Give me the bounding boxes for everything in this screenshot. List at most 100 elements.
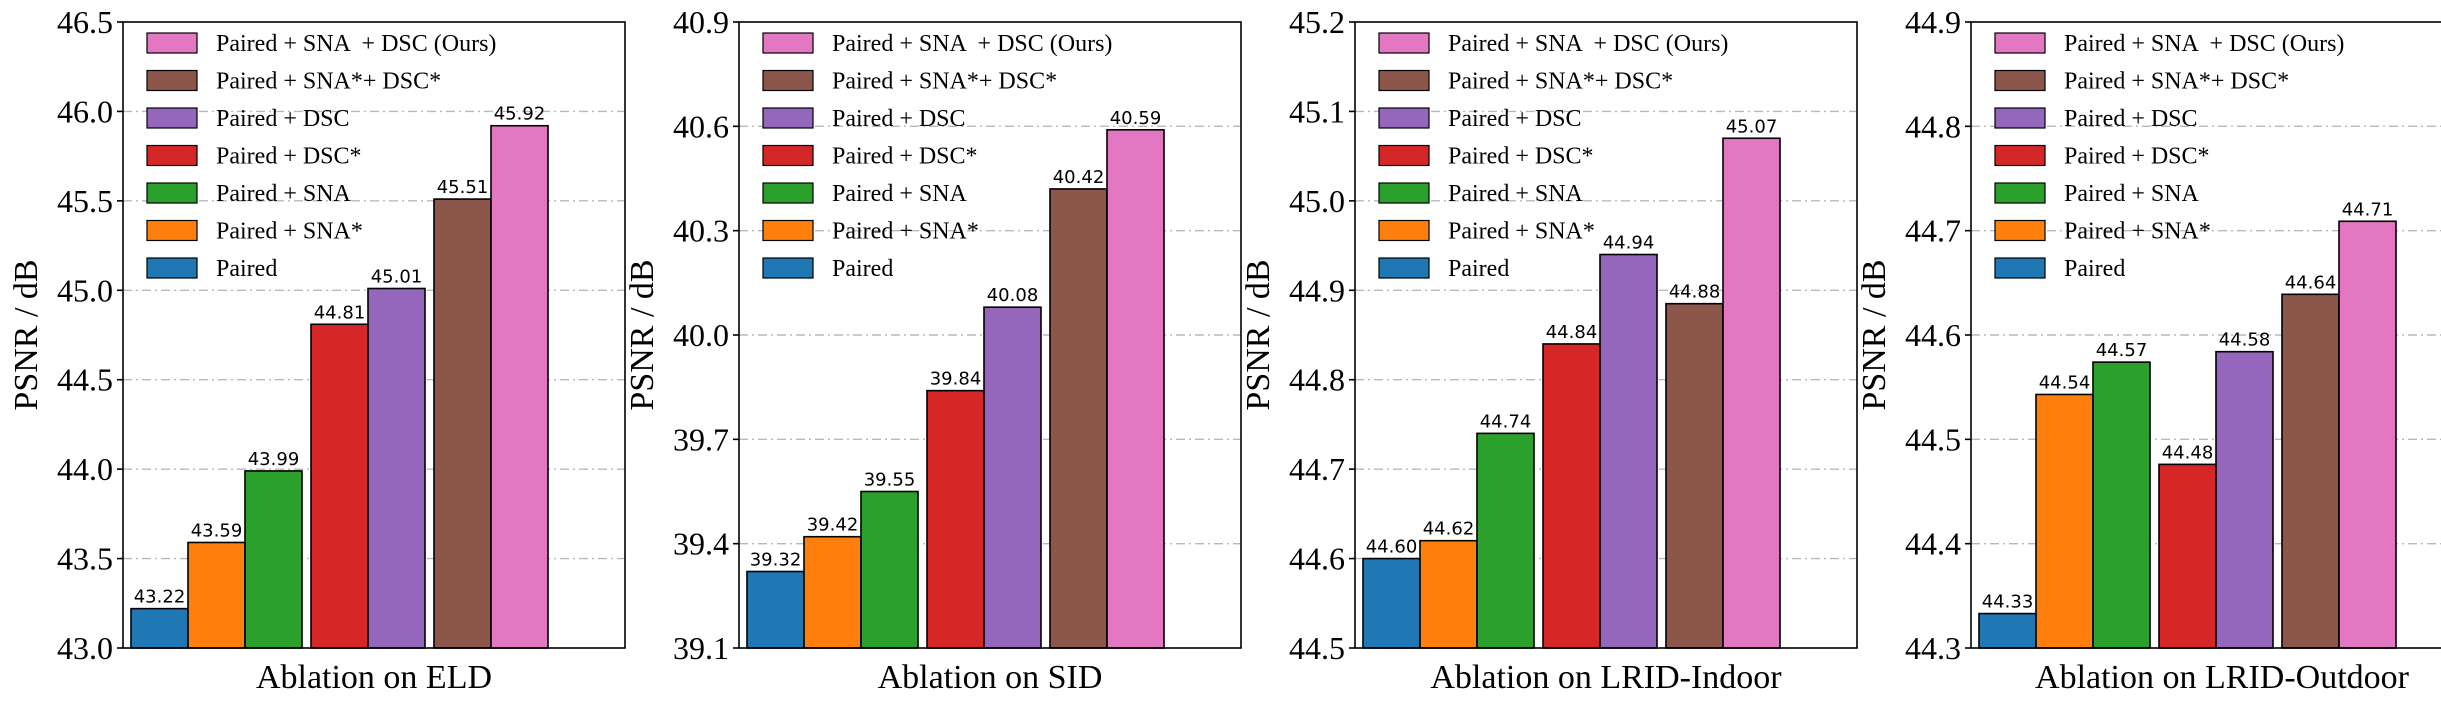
legend-swatch-paired-sna xyxy=(146,219,198,242)
x-axis-label: Ablation on SID xyxy=(878,659,1103,696)
legend-label: Paired + SNA + DSC (Ours) xyxy=(216,31,496,57)
y-tick-label: 44.3 xyxy=(1905,630,1961,666)
y-tick-label: 45.1 xyxy=(1289,93,1345,129)
legend-swatch-paired xyxy=(762,257,814,279)
legend-swatch-paired-dsc xyxy=(1378,107,1430,129)
bar-paired-sna xyxy=(803,535,862,649)
legend: Paired + SNA + DSC (Ours) Paired + SNA*+ … xyxy=(762,31,1112,282)
legend-label: Paired + DSC* xyxy=(832,144,978,170)
y-tick-label: 44.8 xyxy=(1905,108,1961,144)
data-label: 43.22 xyxy=(134,587,186,608)
y-tick-label: 40.3 xyxy=(673,213,729,249)
y-tick-label: 43.0 xyxy=(57,630,113,666)
legend-swatch-paired-sna-dsc xyxy=(1994,69,2046,92)
y-tick-label: 46.5 xyxy=(57,4,113,40)
legend-label: Paired + SNA + DSC (Ours) xyxy=(2064,31,2344,57)
legend-swatch-paired xyxy=(146,257,198,279)
legend-label: Paired + SNA xyxy=(832,181,968,207)
bar-paired-sna xyxy=(244,470,303,649)
legend-label: Paired xyxy=(2064,256,2125,282)
legend-swatch-paired-sna-dsc xyxy=(146,69,198,92)
bar-paired-sna xyxy=(860,490,919,649)
legend-label: Paired + SNA*+ DSC* xyxy=(2064,69,2289,95)
bar-paired-dsc xyxy=(1542,343,1601,649)
legend-label: Paired + SNA* xyxy=(216,219,363,245)
bar-paired-sna-dsc xyxy=(1049,188,1108,649)
data-label: 44.58 xyxy=(2219,330,2271,351)
y-tick-label: 39.7 xyxy=(673,421,729,457)
data-label: 44.71 xyxy=(2342,199,2394,220)
legend: Paired + SNA + DSC (Ours) Paired + SNA*+ … xyxy=(146,31,496,282)
legend-label: Paired + DSC xyxy=(216,106,350,132)
bar-paired-dsc xyxy=(367,287,426,649)
legend-swatch-paired-sna-dsc xyxy=(1378,69,1430,92)
legend-label: Paired + SNA* xyxy=(1448,219,1595,245)
data-label: 45.07 xyxy=(1726,116,1778,137)
data-label: 44.94 xyxy=(1603,233,1655,254)
data-label: 45.01 xyxy=(371,266,423,287)
legend-swatch-paired xyxy=(1994,257,2046,279)
bar-paired-dsc xyxy=(926,389,985,649)
legend-label: Paired + DSC xyxy=(832,106,966,132)
y-tick-label: 45.2 xyxy=(1289,4,1345,40)
data-label: 40.42 xyxy=(1053,167,1105,188)
legend-swatch-paired-dsc xyxy=(762,144,814,167)
bar-paired-dsc xyxy=(2215,350,2274,649)
legend-swatch-paired-sna xyxy=(1378,182,1430,204)
legend-swatch-paired-sna xyxy=(1378,219,1430,242)
y-axis-label: PSNR / dB xyxy=(1856,259,1893,410)
legend-label: Paired + SNA + DSC (Ours) xyxy=(1448,31,1728,57)
y-axis-label: PSNR / dB xyxy=(8,259,45,410)
legend-label: Paired + SNA xyxy=(216,181,352,207)
x-axis-label: Ablation on LRID-Outdoor xyxy=(2035,659,2410,696)
axes-frame xyxy=(1354,21,1858,649)
legend-label: Paired + SNA + DSC (Ours) xyxy=(832,31,1112,57)
axes-frame xyxy=(122,21,626,649)
data-label: 44.60 xyxy=(1366,537,1418,558)
data-label: 40.08 xyxy=(987,285,1039,306)
legend-swatch-paired-sna xyxy=(146,182,198,204)
bar-paired xyxy=(1978,612,2037,649)
data-label: 44.88 xyxy=(1669,282,1721,303)
legend-label: Paired + SNA* xyxy=(832,219,979,245)
y-tick-label: 44.9 xyxy=(1289,272,1345,308)
y-tick-label: 44.6 xyxy=(1289,541,1345,577)
legend-swatch-paired-dsc xyxy=(1994,107,2046,129)
legend-label: Paired + SNA xyxy=(2064,181,2200,207)
y-axis-label: PSNR / dB xyxy=(624,259,661,410)
y-tick-label: 40.6 xyxy=(673,108,729,144)
bar-paired-sna-dsc xyxy=(2281,293,2340,649)
y-tick-label: 43.5 xyxy=(57,541,113,577)
y-tick-label: 45.5 xyxy=(57,183,113,219)
x-axis-label: Ablation on LRID-Indoor xyxy=(1430,659,1782,696)
bar-paired xyxy=(746,570,805,649)
legend-swatch-paired-dsc xyxy=(146,107,198,129)
y-tick-label: 40.9 xyxy=(673,4,729,40)
legend: Paired + SNA + DSC (Ours) Paired + SNA*+ … xyxy=(1378,31,1728,282)
data-label: 45.92 xyxy=(494,104,546,125)
data-label: 44.33 xyxy=(1982,592,2034,613)
y-tick-label: 44.9 xyxy=(1905,4,1961,40)
legend-swatch-paired-dsc xyxy=(762,107,814,129)
legend-label: Paired + SNA*+ DSC* xyxy=(1448,69,1673,95)
y-tick-label: 44.5 xyxy=(1289,630,1345,666)
data-label: 44.74 xyxy=(1480,411,1532,432)
bar-paired xyxy=(1362,557,1421,649)
legend-swatch-paired-sna xyxy=(1994,219,2046,242)
legend-label: Paired xyxy=(832,256,893,282)
data-label: 44.48 xyxy=(2162,442,2214,463)
legend-swatch-paired-sna xyxy=(762,219,814,242)
data-label: 44.54 xyxy=(2039,372,2091,393)
legend-label: Paired + SNA*+ DSC* xyxy=(832,69,1057,95)
bar-paired-sna xyxy=(2092,361,2151,649)
data-label: 39.32 xyxy=(750,549,802,570)
data-label: 39.84 xyxy=(930,369,982,390)
data-label: 44.64 xyxy=(2285,272,2337,293)
data-label: 44.62 xyxy=(1423,519,1475,540)
bar-paired-sna xyxy=(1419,539,1478,649)
legend-swatch-paired-sna xyxy=(762,182,814,204)
